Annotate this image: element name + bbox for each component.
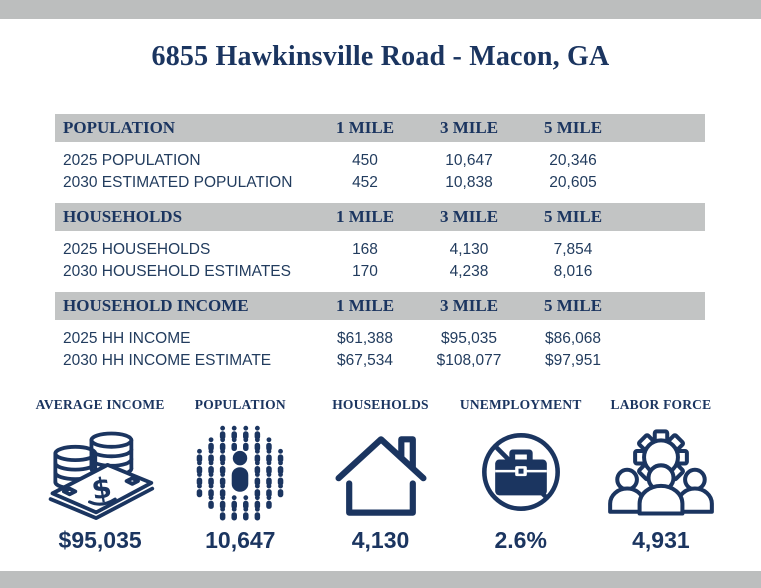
stat-label: UNEMPLOYMENT	[459, 397, 582, 412]
section-title: POPULATION	[63, 118, 176, 137]
row-value: 168	[352, 241, 378, 258]
row-value: $86,068	[544, 330, 602, 347]
table-row: 2030 HH INCOME ESTIMATE $67,534 $108,077…	[55, 350, 705, 372]
house-icon	[310, 421, 450, 523]
column-header-5mile: 5 MILE	[543, 118, 603, 137]
table-section-households: HOUSEHOLDS 1 MILE 3 MILE 5 MILE 2025 HOU…	[55, 203, 705, 292]
table-row: 2025 HH INCOME $61,388 $95,035 $86,068	[55, 328, 705, 350]
stat-value: $95,035	[58, 527, 142, 553]
row-value: 20,605	[549, 174, 597, 191]
row-value: $95,035	[440, 330, 498, 347]
stat-population: POPULATION	[170, 397, 310, 554]
section-title: HOUSEHOLD INCOME	[63, 296, 249, 315]
stat-label: POPULATION	[194, 397, 286, 412]
column-header-5mile: 5 MILE	[543, 296, 603, 315]
stat-unemployment: UNEMPLOYMENT 2.6%	[451, 397, 591, 554]
row-value: 7,854	[553, 241, 593, 258]
stats-row: AVERAGE INCOME $ $95,035	[0, 397, 761, 554]
stat-value: 4,931	[632, 527, 690, 553]
no-briefcase-icon	[451, 421, 591, 523]
column-header-1mile: 1 MILE	[335, 207, 395, 226]
column-header-3mile: 3 MILE	[439, 207, 499, 226]
row-value: $61,388	[336, 330, 394, 347]
section-rows: 2025 POPULATION 450 10,647 20,346 2030 E…	[55, 142, 705, 203]
column-header-3mile: 3 MILE	[439, 118, 499, 137]
stat-label: LABOR FORCE	[610, 397, 712, 412]
column-header-1mile: 1 MILE	[335, 296, 395, 315]
row-label: 2030 ESTIMATED POPULATION	[63, 174, 293, 191]
row-value: $97,951	[544, 352, 602, 369]
section-header-row: POPULATION 1 MILE 3 MILE 5 MILE	[55, 114, 705, 142]
row-value: 4,130	[449, 241, 489, 258]
stat-households: HOUSEHOLDS 4,130	[310, 397, 450, 554]
stat-value: 10,647	[205, 527, 276, 553]
demographics-table: POPULATION 1 MILE 3 MILE 5 MILE 2025 POP…	[55, 114, 705, 381]
table-row: 2025 HOUSEHOLDS 168 4,130 7,854	[55, 239, 705, 261]
stat-value: 4,130	[351, 527, 410, 553]
row-label: 2030 HH INCOME ESTIMATE	[63, 352, 272, 369]
table-section-household-income: HOUSEHOLD INCOME 1 MILE 3 MILE 5 MILE 20…	[55, 292, 705, 381]
stat-value: 2.6%	[494, 527, 547, 553]
top-border-strip	[0, 0, 761, 19]
row-value: 4,238	[449, 263, 489, 280]
table-row: 2025 POPULATION 450 10,647 20,346	[55, 150, 705, 172]
page-title: 6855 Hawkinsville Road - Macon, GA	[151, 41, 610, 72]
bottom-border-strip	[0, 571, 761, 588]
money-coins-icon: $	[30, 421, 170, 523]
section-rows: 2025 HOUSEHOLDS 168 4,130 7,854 2030 HOU…	[55, 231, 705, 292]
row-value: $108,077	[436, 352, 502, 369]
column-header-1mile: 1 MILE	[335, 118, 395, 137]
row-value: 452	[352, 174, 378, 191]
row-value: 450	[352, 152, 378, 169]
row-value: 10,647	[445, 152, 493, 169]
workforce-gear-icon	[591, 421, 731, 523]
row-value: 10,838	[445, 174, 493, 191]
table-row: 2030 HOUSEHOLD ESTIMATES 170 4,238 8,016	[55, 261, 705, 283]
row-label: 2025 HOUSEHOLDS	[63, 241, 211, 258]
column-header-5mile: 5 MILE	[543, 207, 603, 226]
row-label: 2025 HH INCOME	[63, 330, 191, 347]
section-title: HOUSEHOLDS	[63, 207, 183, 226]
section-rows: 2025 HH INCOME $61,388 $95,035 $86,068 2…	[55, 320, 705, 381]
column-header-3mile: 3 MILE	[439, 296, 499, 315]
row-value: 170	[352, 263, 378, 280]
row-value: 20,346	[549, 152, 597, 169]
stat-labor-force: LABOR FORCE	[591, 397, 731, 554]
row-value: $67,534	[336, 352, 394, 369]
crowd-icon	[170, 421, 310, 523]
row-label: 2030 HOUSEHOLD ESTIMATES	[63, 263, 291, 280]
stat-label: AVERAGE INCOME	[35, 397, 165, 412]
stat-label: HOUSEHOLDS	[332, 397, 429, 412]
row-value: 8,016	[553, 263, 593, 280]
table-section-population: POPULATION 1 MILE 3 MILE 5 MILE 2025 POP…	[55, 114, 705, 203]
section-header-row: HOUSEHOLD INCOME 1 MILE 3 MILE 5 MILE	[55, 292, 705, 320]
row-label: 2025 POPULATION	[63, 152, 201, 169]
table-row: 2030 ESTIMATED POPULATION 452 10,838 20,…	[55, 172, 705, 194]
stat-average-income: AVERAGE INCOME $ $95,035	[30, 397, 170, 554]
section-header-row: HOUSEHOLDS 1 MILE 3 MILE 5 MILE	[55, 203, 705, 231]
